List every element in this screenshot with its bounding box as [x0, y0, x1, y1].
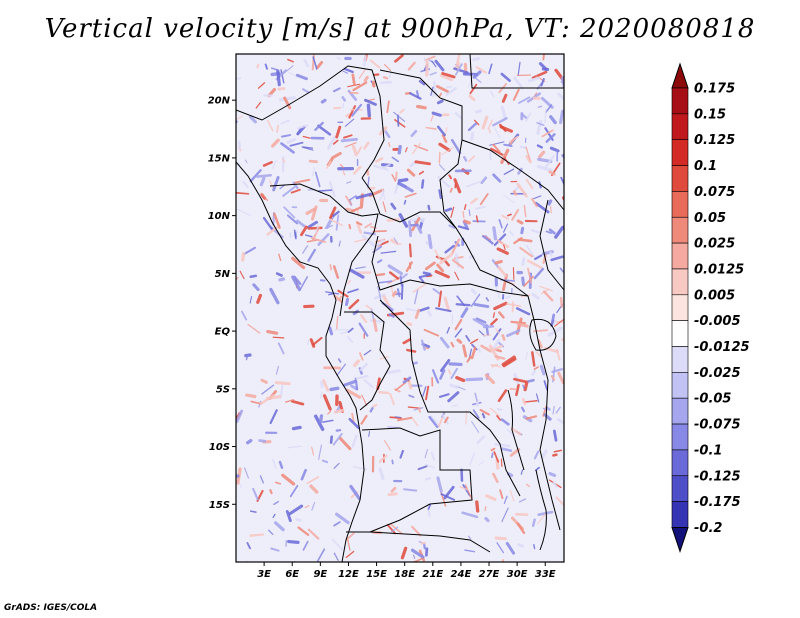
lon-tick-label: 21E [422, 569, 443, 580]
lat-tick-label: 10S [209, 442, 230, 453]
colorbar-label: 0.175 [694, 82, 735, 97]
congo-border [344, 311, 391, 411]
colorbar-segment [671, 320, 689, 347]
lake-tanganyika [507, 389, 525, 471]
ethiopia-border [539, 199, 564, 291]
namibia-border [346, 531, 491, 553]
lon-tick-label: 6E [285, 569, 299, 580]
colorbar-label: 0.125 [694, 133, 735, 148]
lon-tick-label: 12E [338, 569, 359, 580]
sahara-border-1 [236, 65, 385, 179]
chad-border [361, 177, 529, 297]
grads-credit: GrADS: IGES/COLA [4, 603, 98, 613]
colorbar-label: -0.2 [694, 521, 722, 536]
colorbar-segment [671, 242, 689, 270]
libya-egypt-border [469, 54, 564, 89]
colorbar-label: -0.075 [694, 418, 741, 433]
lon-tick-label: 9E [313, 569, 327, 580]
lon-tick-label: 30E [507, 569, 528, 580]
velocity-streaks [236, 54, 564, 562]
east-africa-border [527, 295, 561, 531]
colorbar: 0.175 0.15 0.125 0.1 0.075 0.05 0.025 0.0125 0.0… [671, 62, 750, 554]
lake-victoria [529, 318, 557, 351]
colorbar-label: -0.125 [694, 469, 741, 484]
colorbar-segment [671, 372, 689, 399]
lon-tick-label: 24E [451, 569, 472, 580]
colorbar-segment [671, 191, 689, 218]
west-africa-coast [236, 161, 365, 562]
colorbar-label: 0.15 [694, 107, 726, 122]
colorbar-segment [671, 268, 689, 296]
country-borders [236, 54, 564, 562]
drc-border [379, 299, 521, 497]
sudan-border [461, 139, 564, 211]
lake-malawi [535, 469, 547, 551]
colorbar-label: -0.0125 [694, 340, 750, 355]
lon-tick-label: 18E [394, 569, 415, 580]
lat-tick-label: 20N [208, 96, 231, 107]
colorbar-segment [671, 216, 689, 244]
lon-tick-label: 27E [479, 569, 500, 580]
lat-tick-label: EQ [215, 327, 231, 338]
colorbar-segment [671, 165, 689, 192]
colorbar-label: -0.05 [694, 392, 731, 407]
colorbar-segment [671, 449, 689, 477]
colorbar-segment [671, 87, 689, 115]
car-border [371, 235, 529, 297]
colorbar-segment [671, 113, 689, 140]
lon-tick-label: 15E [366, 569, 387, 580]
colorbar-segment [671, 294, 689, 321]
colorbar-segment [671, 139, 689, 166]
colorbar-segment [671, 397, 689, 425]
lat-tick-label: 10N [208, 211, 231, 222]
angola-border [361, 427, 473, 533]
map-axes: 20N 15N 10N 5N EQ 5S 10S 15S 3E 6E 9E 12E 15E 18E 21E 2… [208, 96, 556, 580]
lat-tick-label: 5N [215, 269, 231, 280]
velocity-field [236, 54, 564, 562]
colorbar-label: -0.175 [694, 495, 741, 510]
colorbar-label: 0.075 [694, 185, 735, 200]
colorbar-segment [671, 475, 689, 502]
colorbar-segment [671, 501, 689, 528]
lat-tick-label: 15N [208, 153, 231, 164]
colorbar-label: 0.0125 [694, 262, 744, 277]
colorbar-segment [671, 346, 689, 373]
colorbar-label: 0.025 [694, 237, 735, 252]
colorbar-top-arrow [671, 62, 689, 89]
colorbar-label: 0.1 [694, 159, 717, 174]
nigeria-border [269, 183, 379, 317]
lon-tick-label: 3E [257, 569, 271, 580]
colorbar-label: -0.005 [694, 314, 741, 329]
colorbar-segment [671, 423, 689, 451]
map-title: Vertical velocity [m/s] at 900hPa, VT: 2… [44, 14, 756, 44]
colorbar-label: 0.05 [694, 211, 726, 226]
colorbar-label: -0.025 [694, 366, 741, 381]
plot-frame [235, 53, 565, 563]
colorbar-bottom-arrow [671, 526, 689, 554]
lon-tick-label: 33E [535, 569, 556, 580]
colorbar-label: 0.005 [694, 288, 735, 303]
lat-tick-label: 15S [209, 500, 230, 511]
colorbar-label: -0.1 [694, 443, 722, 458]
lat-tick-label: 5S [216, 384, 230, 395]
